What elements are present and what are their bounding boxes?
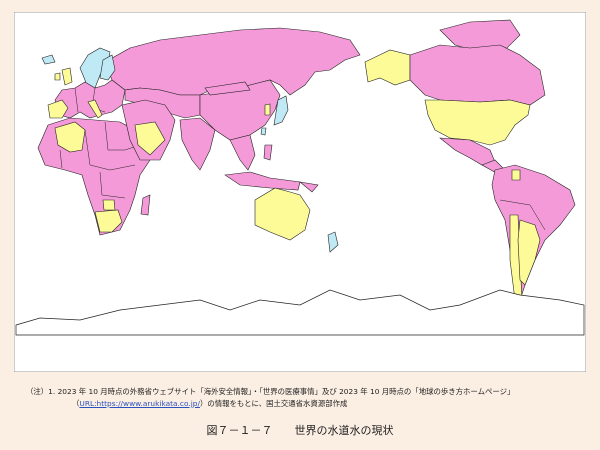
algeria xyxy=(54,121,86,153)
argentina xyxy=(517,219,541,286)
saudi-arabia xyxy=(134,121,166,156)
southeast-asia xyxy=(229,134,256,171)
india xyxy=(179,117,216,171)
madagascar xyxy=(140,194,151,216)
indonesia xyxy=(224,171,301,191)
uk xyxy=(61,67,73,86)
south-africa xyxy=(94,209,123,233)
note-line: （URL:https://www.arukikata.co.jp/）の情報をもと… xyxy=(72,398,347,409)
world-map xyxy=(14,12,586,372)
taiwan xyxy=(260,127,267,136)
note-label: （注）1. xyxy=(26,387,56,396)
europe xyxy=(54,79,126,119)
usa xyxy=(424,99,531,146)
figure-caption: 図７－１－７ 世界の水道水の現状 xyxy=(206,424,394,437)
note-line: （注）1. 2023 年 10 月時点の外務省ウェブサイト「海外安全情報」・「世… xyxy=(26,386,514,397)
border xyxy=(499,199,546,231)
border xyxy=(84,129,136,171)
korea xyxy=(264,103,271,116)
botswana xyxy=(102,199,116,211)
iceland xyxy=(41,54,56,65)
finland xyxy=(99,54,116,81)
note-text: 2023 年 10 月時点の外務省ウェブサイト「海外安全情報」・「世界の医療事情… xyxy=(57,387,515,396)
new-zealand xyxy=(327,231,339,253)
border xyxy=(59,149,63,169)
border xyxy=(74,87,79,113)
greenland xyxy=(439,19,521,53)
border xyxy=(99,171,126,199)
australia xyxy=(254,187,311,241)
border xyxy=(104,121,141,151)
italy xyxy=(87,99,103,119)
ireland xyxy=(54,72,61,81)
papua-new-guinea xyxy=(298,181,319,193)
iberia xyxy=(47,99,69,119)
antarctica xyxy=(15,289,585,336)
mongolia xyxy=(204,81,251,96)
canada xyxy=(409,44,546,106)
french-guiana xyxy=(511,169,521,181)
alaska xyxy=(364,49,411,86)
note-url[interactable]: URL:https://www.arukikata.co.jp/ xyxy=(79,399,200,408)
japan xyxy=(273,95,289,126)
philippines xyxy=(263,144,273,161)
note-text: （ xyxy=(72,399,80,408)
note-text: ）の情報をもとに、国土交通省水資源部作成 xyxy=(199,399,348,408)
